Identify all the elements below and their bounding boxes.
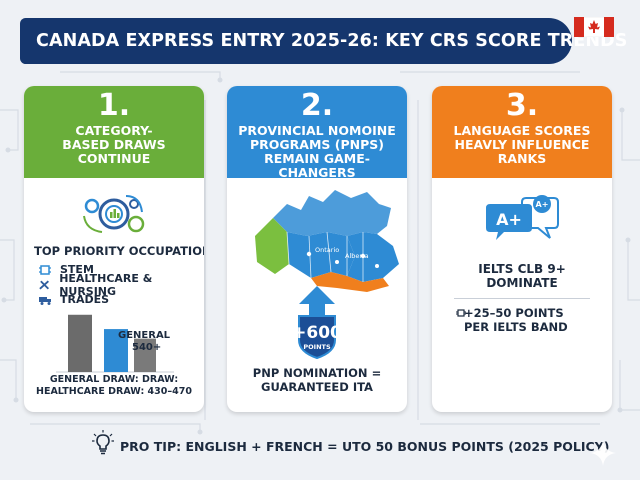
lightbulb-icon: [92, 430, 114, 455]
card-language-scores: 3. LANGUAGE SCORES HEAVLY INFLUENCE RANK…: [432, 86, 612, 412]
draw-caption: GENERAL DRAW: DRAW: HEALTHCARE DRAW: 430…: [36, 374, 192, 397]
occupation-label: HEALTHCARE & NURSING: [59, 271, 153, 298]
map-label-ontario: Ontario: [315, 246, 339, 254]
sparkle-icon: [590, 440, 616, 466]
card-heading: LANGUAGE SCORES HEAVLY INFLUENCE RANKS: [453, 123, 591, 166]
divider: [454, 298, 590, 299]
card-heading: PROVINCIAL NOMOINE PROGRAMS (PNPS) REMAI…: [238, 123, 396, 180]
truck-icon: [39, 296, 51, 305]
page-title: CANADA EXPRESS ENTRY 2025-26: KEY CRS SC…: [36, 31, 628, 51]
map-region-north: [273, 190, 391, 236]
list-item: STEM: [38, 262, 204, 277]
bar-label-score: 540+: [132, 342, 162, 353]
list-item: HEALTHCARE & NURSING: [38, 272, 204, 298]
bar-label-general: GENERAL: [118, 330, 171, 341]
map-region-east: [347, 232, 399, 282]
pro-tip-text: PRO TIP: ENGLISH + FRENCH = UTO 50 BONUS…: [120, 439, 610, 454]
card-3-graphics: A+ A+: [486, 195, 559, 240]
badge-unit: POINTS: [303, 343, 331, 351]
card-1-graphics: [56, 195, 174, 373]
gears-with-chart-icon: [83, 195, 145, 233]
title-banner: CANADA EXPRESS ENTRY 2025-26: KEY CRS SC…: [20, 18, 627, 64]
card-header: 2. PROVINCIAL NOMOINE PROGRAMS (PNPS) RE…: [227, 86, 407, 180]
card-category-draws: 1. CATEGORY- BASED DRAWS CONTINUE TOP PR…: [24, 86, 204, 412]
arrow-up-icon: [299, 286, 335, 322]
card-heading: CATEGORY- BASED DRAWS CONTINUE: [62, 123, 166, 166]
ielts-points-text: +25–50 POINTS PER IELTS BAND: [464, 306, 568, 334]
occupations-list: STEM HEALTHCARE & NURSING TRADES: [38, 262, 204, 307]
chip-icon: [39, 264, 51, 275]
list-item: TRADES: [38, 292, 204, 307]
card-2-graphics: Ontario Alberta +600 POINTS: [255, 190, 399, 360]
badge-value: +600: [292, 323, 342, 343]
chart-bar-1: [68, 314, 92, 372]
card-header: 3. LANGUAGE SCORES HEAVLY INFLUENCE RANK…: [432, 86, 612, 178]
map-label-alberta: Alberta: [345, 252, 369, 260]
grade-a-plus-small: A+: [536, 200, 549, 209]
map-region-south: [311, 272, 389, 292]
occupation-label: STEM: [60, 263, 94, 276]
chip-icon: [456, 309, 466, 317]
canada-map: [255, 190, 399, 292]
ielts-headline: IELTS CLB 9+ DOMINATE: [478, 262, 566, 290]
occupations-heading: TOP PRIORITY OCCUPATIONS:: [34, 244, 204, 258]
chart-bar-3: [134, 338, 156, 372]
map-region-ontario: [327, 232, 355, 276]
card-pnp: 2. PROVINCIAL NOMOINE PROGRAMS (PNPS) RE…: [227, 86, 407, 412]
card-number: 3.: [505, 88, 539, 123]
grade-a-plus-main: A+: [496, 210, 522, 229]
card-header: 1. CATEGORY- BASED DRAWS CONTINUE: [24, 86, 204, 178]
chart-bar-2: [104, 329, 128, 372]
tools-icon: [39, 280, 50, 289]
pnp-caption: PNP NOMINATION = GUARANTEED ITA: [252, 366, 382, 394]
speech-bubbles-icon: A+ A+: [486, 195, 559, 240]
map-region-west: [255, 218, 289, 274]
occupation-label: TRADES: [60, 293, 110, 306]
card-number: 2.: [300, 88, 334, 123]
points-badge: +600 POINTS: [292, 315, 342, 360]
canada-flag-icon: [574, 17, 614, 37]
card-number: 1.: [97, 88, 131, 123]
